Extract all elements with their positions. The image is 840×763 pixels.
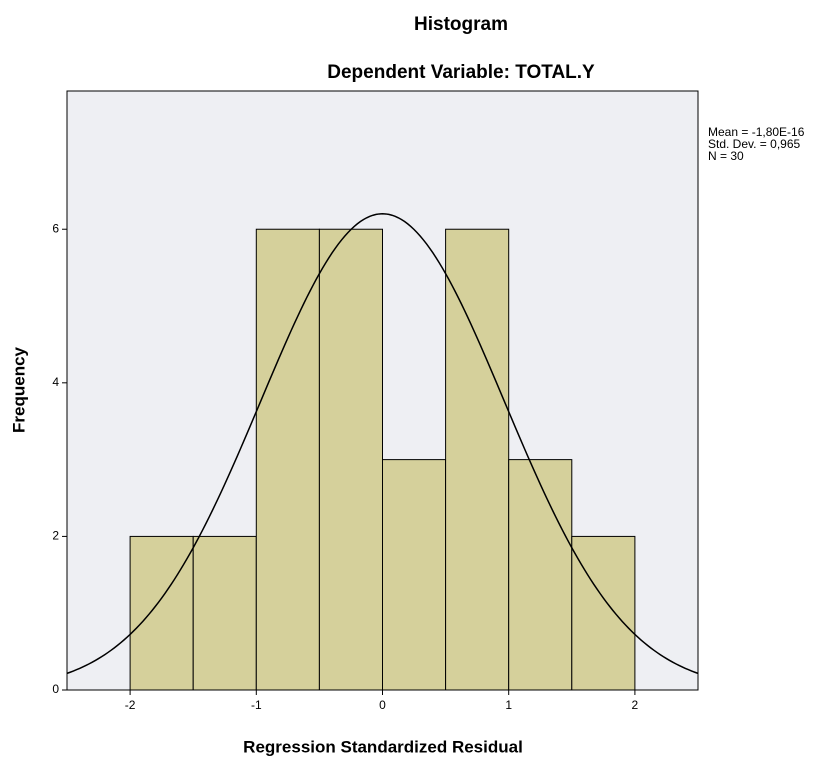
x-tick-label: -2	[125, 698, 136, 712]
y-tick-label: 0	[52, 682, 59, 696]
x-tick-label: -1	[251, 698, 262, 712]
y-axis-title: Frequency	[9, 346, 28, 433]
chart-title: Histogram	[414, 14, 508, 35]
x-axis-title: Regression Standardized Residual	[243, 737, 523, 756]
stats-label: N = 30	[708, 149, 744, 163]
bar	[508, 459, 573, 691]
x-tick-label: 0	[379, 698, 386, 712]
bar	[318, 228, 383, 691]
bar	[129, 535, 194, 691]
normal-curve	[66, 213, 699, 675]
bar	[571, 535, 636, 691]
y-tick-label: 2	[52, 529, 59, 543]
y-tick-label: 6	[52, 221, 59, 235]
bar	[192, 535, 257, 691]
bar	[382, 459, 447, 691]
stats-label: Std. Dev. = 0,965	[708, 137, 800, 151]
bar	[255, 228, 320, 691]
x-tick-label: 2	[632, 698, 639, 712]
y-tick-label: 4	[52, 375, 59, 389]
chart-subtitle: Dependent Variable: TOTAL.Y	[327, 62, 595, 83]
bar	[445, 228, 510, 691]
x-tick-label: 1	[505, 698, 512, 712]
stats-label: Mean = -1,80E-16	[708, 125, 805, 139]
